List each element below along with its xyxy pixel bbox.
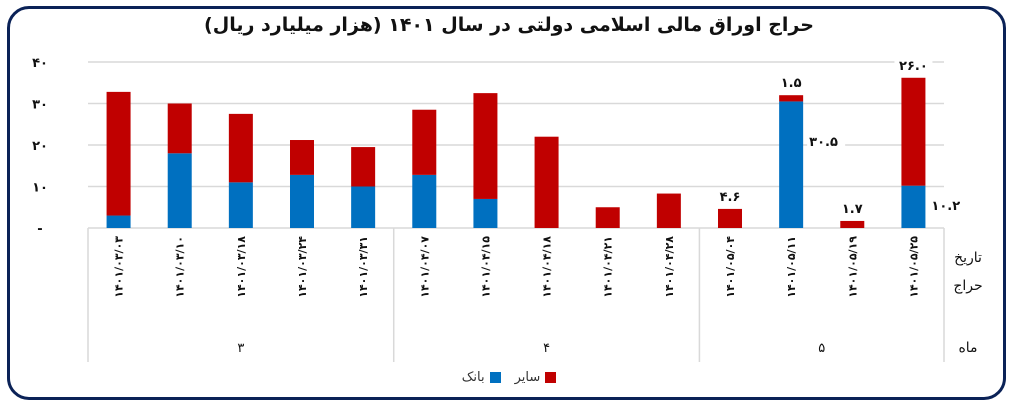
data-label: ۲۶.۰ bbox=[899, 59, 928, 74]
legend-swatch-bank bbox=[489, 372, 501, 383]
data-label-bg bbox=[837, 199, 868, 217]
month-label: ۴ bbox=[543, 341, 550, 356]
x-tick-label: ۱۴۰۱/۰۵/۱۱ bbox=[785, 236, 798, 298]
month-label: ۳ bbox=[237, 341, 244, 356]
bar-other bbox=[412, 109, 437, 175]
bar-bank bbox=[901, 185, 926, 228]
data-label-bg bbox=[894, 56, 933, 74]
x-tick-label: ۱۴۰۱/۰۳/۳۱ bbox=[357, 236, 370, 298]
bar-bank bbox=[473, 198, 498, 228]
legend-item-other: سایر bbox=[515, 370, 557, 385]
bar-bank bbox=[412, 174, 437, 228]
y-tick-label: - bbox=[37, 222, 42, 237]
bar-other bbox=[595, 207, 620, 228]
bar-bank bbox=[228, 182, 253, 228]
bar-bank bbox=[779, 101, 804, 228]
x-tick-label: ۱۴۰۱/۰۴/۰۷ bbox=[418, 236, 431, 298]
x-tick-label: ۱۴۰۱/۰۳/۰۳ bbox=[113, 236, 126, 298]
bar-bank bbox=[290, 174, 314, 228]
bar-other bbox=[351, 147, 376, 187]
data-label-bg bbox=[929, 197, 968, 214]
data-label: ۳۰.۵ bbox=[809, 135, 838, 150]
x-axis-title: حراج bbox=[953, 278, 982, 294]
bar-other bbox=[779, 95, 804, 102]
chart-title: حراج اوراق مالی اسلامی دولتی در سال ۱۴۰۱… bbox=[204, 14, 814, 36]
x-tick-label: ۱۴۰۱/۰۴/۲۱ bbox=[602, 236, 615, 298]
x-tick-label: ۱۴۰۱/۰۵/۱۹ bbox=[846, 236, 859, 298]
data-label: ۴.۶ bbox=[720, 190, 741, 205]
x-tick-label: ۱۴۰۱/۰۴/۲۸ bbox=[663, 236, 676, 298]
data-label-bg bbox=[776, 74, 807, 92]
bar-other bbox=[167, 103, 192, 154]
bar-other bbox=[901, 77, 926, 186]
data-label: ۱.۷ bbox=[842, 202, 863, 217]
x-tick-label: ۱۴۰۱/۰۳/۲۴ bbox=[296, 236, 309, 298]
bar-other bbox=[656, 193, 681, 228]
y-tick-label: ۲۰ bbox=[32, 139, 48, 154]
bar-bank bbox=[351, 186, 376, 228]
x-tick-label: ۱۴۰۱/۰۴/۱۵ bbox=[479, 236, 492, 298]
data-label: ۱۰.۲ bbox=[931, 199, 960, 214]
data-label-bg bbox=[807, 133, 846, 150]
legend-label-other: سایر bbox=[514, 370, 541, 385]
y-tick-label: ۴۰ bbox=[32, 56, 48, 71]
data-label: ۱.۵ bbox=[781, 76, 802, 91]
bar-bank bbox=[106, 215, 131, 228]
x-tick-label: ۱۴۰۱/۰۵/۰۴ bbox=[724, 236, 737, 298]
x-tick-label: ۱۴۰۱/۰۵/۲۵ bbox=[907, 236, 920, 298]
bar-other bbox=[290, 140, 314, 175]
month-label: ۵ bbox=[818, 341, 825, 356]
bar-bank bbox=[167, 153, 192, 228]
bar-other bbox=[840, 220, 865, 228]
month-axis-title: ماه bbox=[958, 340, 977, 356]
bar-other bbox=[228, 113, 253, 183]
x-tick-label: ۱۴۰۱/۰۳/۱۸ bbox=[235, 236, 248, 298]
x-axis-title: تاریخ bbox=[954, 250, 982, 266]
legend: سایر بانک bbox=[0, 370, 1018, 385]
y-tick-label: ۳۰ bbox=[32, 98, 48, 113]
bar-other bbox=[718, 208, 742, 228]
legend-swatch-other bbox=[545, 372, 557, 383]
bar-other bbox=[473, 93, 498, 199]
data-label-bg bbox=[715, 187, 745, 205]
legend-item-bank: بانک bbox=[462, 370, 501, 385]
x-tick-label: ۱۴۰۱/۰۴/۱۸ bbox=[541, 236, 554, 298]
x-tick-label: ۱۴۰۱/۰۳/۱۰ bbox=[174, 236, 187, 298]
y-tick-label: ۱۰ bbox=[32, 181, 48, 196]
legend-label-bank: بانک bbox=[461, 370, 485, 385]
bar-other bbox=[106, 91, 131, 216]
bar-other bbox=[534, 136, 559, 228]
